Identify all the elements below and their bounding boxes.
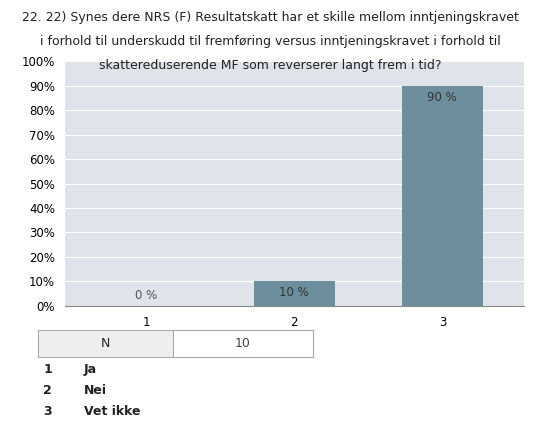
- Bar: [402, 86, 483, 306]
- Text: 22. 22) Synes dere NRS (F) Resultatskatt har et skille mellom inntjeningskravet: 22. 22) Synes dere NRS (F) Resultatskatt…: [22, 11, 518, 24]
- Text: 10: 10: [235, 337, 251, 350]
- Text: Nei: Nei: [84, 384, 107, 397]
- Text: 90 %: 90 %: [428, 90, 457, 104]
- Text: i forhold til underskudd til fremføring versus inntjeningskravet i forhold til: i forhold til underskudd til fremføring …: [39, 35, 501, 48]
- Text: N: N: [100, 337, 110, 350]
- Text: 0 %: 0 %: [135, 289, 157, 302]
- Text: 3: 3: [43, 405, 52, 418]
- Text: 1: 1: [43, 363, 52, 376]
- Text: Vet ikke: Vet ikke: [84, 405, 140, 418]
- Text: skattereduserende MF som reverserer langt frem i tid?: skattereduserende MF som reverserer lang…: [99, 59, 441, 72]
- Text: 10 %: 10 %: [279, 286, 309, 299]
- Text: Ja: Ja: [84, 363, 97, 376]
- Bar: [254, 281, 335, 306]
- Text: 2: 2: [43, 384, 52, 397]
